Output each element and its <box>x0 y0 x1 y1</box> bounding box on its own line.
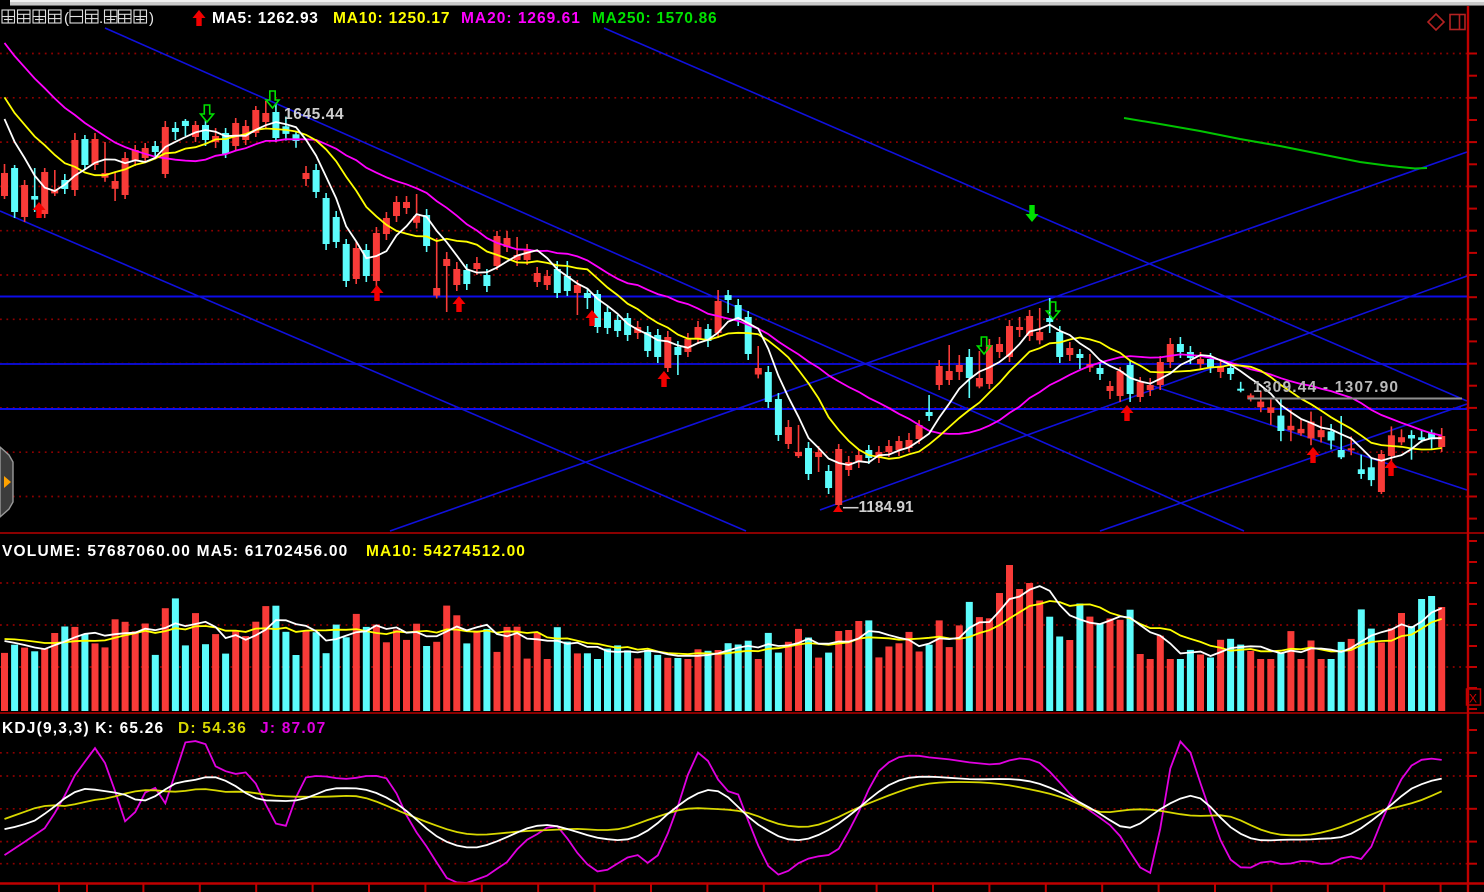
svg-text:1309.44 - 1307.90: 1309.44 - 1307.90 <box>1253 379 1399 396</box>
svg-text:MA5: 1262.93: MA5: 1262.93 <box>212 10 319 27</box>
svg-text:MA10: 54274512.00: MA10: 54274512.00 <box>366 543 526 560</box>
svg-text:—1184.91: —1184.91 <box>843 499 914 516</box>
svg-text:MA10: 1250.17: MA10: 1250.17 <box>333 10 450 27</box>
svg-text:KDJ(9,3,3) K: 65.26: KDJ(9,3,3) K: 65.26 <box>2 720 164 737</box>
svg-text:.: . <box>99 10 103 27</box>
svg-text:D: 54.36: D: 54.36 <box>178 720 247 737</box>
svg-text:(: ( <box>64 10 69 27</box>
svg-text:1645.44: 1645.44 <box>284 106 344 123</box>
svg-text:J: 87.07: J: 87.07 <box>260 720 326 737</box>
svg-text:MA20: 1269.61: MA20: 1269.61 <box>461 10 581 27</box>
svg-text:VOLUME: 57687060.00 MA5: 6170: VOLUME: 57687060.00 MA5: 61702456.00 <box>2 543 349 560</box>
svg-text:X: X <box>1469 692 1477 706</box>
svg-text:): ) <box>149 10 154 27</box>
svg-text:MA250: 1570.86: MA250: 1570.86 <box>592 10 717 27</box>
